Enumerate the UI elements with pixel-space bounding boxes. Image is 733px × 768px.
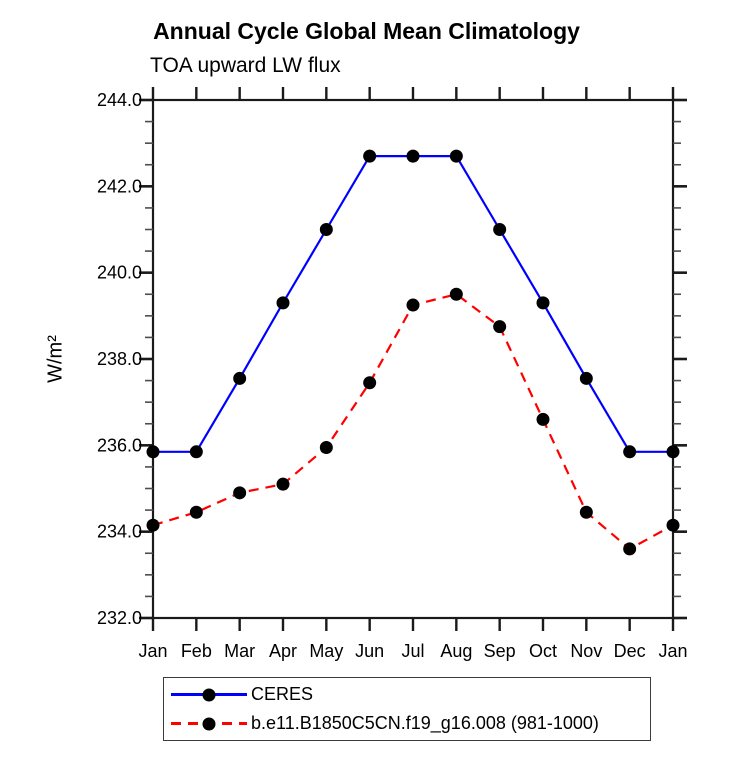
data-point-marker [406, 298, 420, 312]
y-minor-ticks [145, 120, 681, 598]
y-tick-label: 242.0 [97, 176, 142, 196]
x-tick-label: Apr [269, 641, 297, 661]
data-point-marker [579, 505, 593, 519]
x-tick-label: Sep [484, 641, 516, 661]
chart-title: Annual Cycle Global Mean Climatology [153, 18, 580, 44]
data-point-marker [146, 518, 160, 532]
data-point-marker [363, 376, 377, 390]
data-point-marker [406, 149, 420, 163]
legend-label-model: b.e11.B1850C5CN.f19_g16.008 (981-1000) [251, 713, 599, 733]
legend-item-model: b.e11.B1850C5CN.f19_g16.008 (981-1000) [171, 711, 650, 737]
data-point-marker [276, 477, 290, 491]
x-tick-label: Mar [224, 641, 255, 661]
x-tick-label: Jan [138, 641, 167, 661]
data-point-marker [666, 445, 680, 459]
legend-item-ceres: CERES [171, 682, 650, 708]
y-axis: 232.0 234.0 236.0 238.0 240.0 242.0 244.0 [97, 90, 687, 628]
x-tick-label: Jul [401, 641, 424, 661]
data-point-marker [363, 149, 377, 163]
series-1 [146, 287, 680, 556]
legend-line-sample-ceres [171, 688, 247, 701]
y-tick-label: 232.0 [97, 608, 142, 628]
data-point-marker [146, 445, 160, 459]
data-point-marker [666, 518, 680, 532]
legend-label-ceres: CERES [251, 684, 314, 704]
data-point-marker [579, 371, 593, 385]
data-point-marker [493, 320, 507, 334]
series-1-line [152, 293, 674, 551]
plot-frame [151, 98, 675, 620]
y-tick-label: 236.0 [97, 435, 142, 455]
legend-marker-dot-icon [202, 688, 216, 701]
y-tick-label: 240.0 [97, 263, 142, 283]
x-tick-label: Oct [529, 641, 557, 661]
y-tick-label: 234.0 [97, 522, 142, 542]
chart-subtitle: TOA upward LW flux [150, 54, 341, 77]
x-tick-label: Jan [658, 641, 687, 661]
data-point-marker [623, 542, 637, 556]
x-tick-label: Aug [440, 641, 472, 661]
data-point-marker [276, 296, 290, 310]
data-point-marker [189, 445, 203, 459]
series-0 [146, 149, 680, 459]
x-tick-label: Feb [181, 641, 212, 661]
data-point-marker [189, 505, 203, 519]
data-point-marker [493, 223, 507, 236]
data-point-marker [536, 412, 550, 426]
x-tick-label: Dec [614, 641, 646, 661]
legend: CERES b.e11.B1850C5CN.f19_g16.008 (981-1… [163, 677, 651, 741]
data-point-marker [319, 223, 333, 236]
data-point-marker [233, 486, 247, 500]
data-point-marker [233, 371, 247, 385]
legend-marker-dot-icon [202, 717, 216, 730]
legend-line-sample-model [171, 717, 247, 730]
x-tick-label: Nov [570, 641, 602, 661]
data-point-marker [536, 296, 550, 310]
x-tick-label: May [309, 641, 343, 661]
data-point-marker [449, 149, 463, 163]
x-axis: Jan Feb Mar Apr May Jun Jul Aug Sep Oct Nov Dec Jan [138, 87, 688, 661]
y-tick-label: 238.0 [97, 349, 142, 369]
y-tick-label: 244.0 [97, 90, 142, 110]
x-tick-label: Jun [355, 641, 384, 661]
data-point-marker [319, 440, 333, 454]
data-point-marker [449, 287, 463, 301]
data-point-marker [623, 445, 637, 459]
